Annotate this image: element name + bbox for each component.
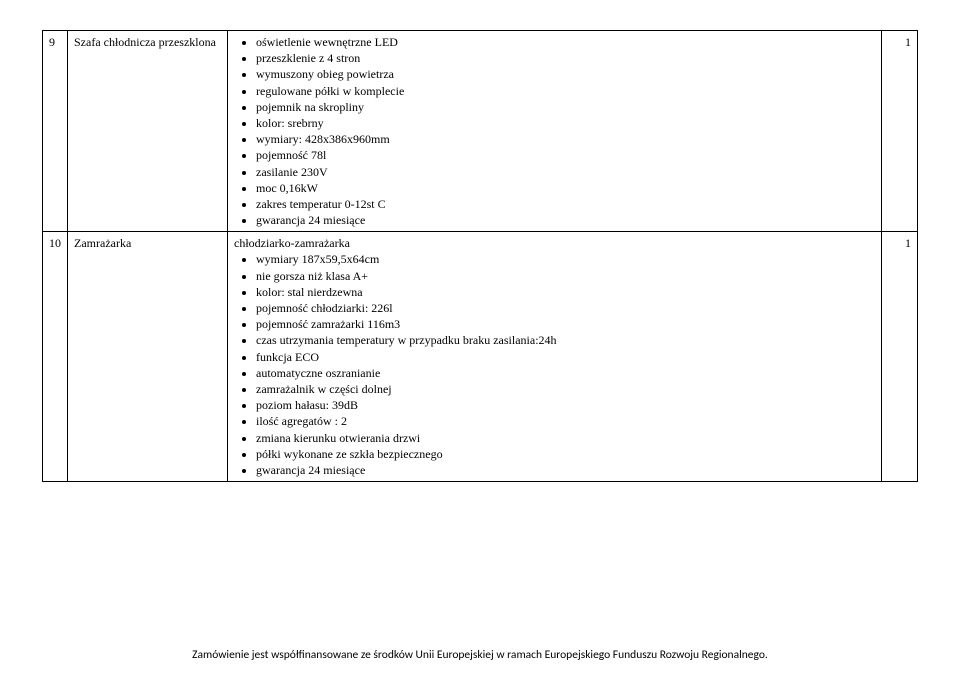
list-item: wymiary 187x59,5x64cm — [256, 251, 875, 267]
table-row: 9 Szafa chłodnicza przeszklona oświetlen… — [43, 31, 918, 232]
list-item: gwarancja 24 miesiące — [256, 212, 875, 228]
cell-qty: 1 — [882, 31, 918, 232]
page-content: 9 Szafa chłodnicza przeszklona oświetlen… — [0, 0, 960, 482]
list-item: pojemność zamrażarki 116m3 — [256, 316, 875, 332]
list-item: funkcja ECO — [256, 349, 875, 365]
list-item: kolor: stal nierdzewna — [256, 284, 875, 300]
cell-no: 10 — [43, 232, 68, 482]
list-item: wymuszony obieg powietrza — [256, 66, 875, 82]
list-item: kolor: srebrny — [256, 115, 875, 131]
list-item: pojemność 78l — [256, 147, 875, 163]
cell-name: Zamrażarka — [68, 232, 228, 482]
list-item: wymiary: 428x386x960mm — [256, 131, 875, 147]
bullet-list: wymiary 187x59,5x64cm nie gorsza niż kla… — [234, 251, 875, 478]
desc-lead: chłodziarko-zamrażarka — [234, 236, 350, 250]
table-row: 10 Zamrażarka chłodziarko-zamrażarka wym… — [43, 232, 918, 482]
list-item: przeszklenie z 4 stron — [256, 50, 875, 66]
list-item: regulowane półki w komplecie — [256, 83, 875, 99]
list-item: oświetlenie wewnętrzne LED — [256, 34, 875, 50]
cell-desc: chłodziarko-zamrażarka wymiary 187x59,5x… — [228, 232, 882, 482]
list-item: pojemnik na skropliny — [256, 99, 875, 115]
page-footer: Zamówienie jest współfinansowane ze środ… — [0, 648, 960, 662]
list-item: poziom hałasu: 39dB — [256, 397, 875, 413]
list-item: automatyczne oszranianie — [256, 365, 875, 381]
spec-table: 9 Szafa chłodnicza przeszklona oświetlen… — [42, 30, 918, 482]
list-item: ilość agregatów : 2 — [256, 413, 875, 429]
bullet-list: oświetlenie wewnętrzne LED przeszklenie … — [234, 34, 875, 228]
list-item: czas utrzymania temperatury w przypadku … — [256, 332, 875, 348]
list-item: moc 0,16kW — [256, 180, 875, 196]
list-item: gwarancja 24 miesiące — [256, 462, 875, 478]
cell-qty: 1 — [882, 232, 918, 482]
list-item: zakres temperatur 0-12st C — [256, 196, 875, 212]
list-item: zasilanie 230V — [256, 164, 875, 180]
cell-name: Szafa chłodnicza przeszklona — [68, 31, 228, 232]
list-item: nie gorsza niż klasa A+ — [256, 268, 875, 284]
list-item: półki wykonane ze szkła bezpiecznego — [256, 446, 875, 462]
list-item: zamrażalnik w części dolnej — [256, 381, 875, 397]
list-item: pojemność chłodziarki: 226l — [256, 300, 875, 316]
list-item: zmiana kierunku otwierania drzwi — [256, 430, 875, 446]
cell-no: 9 — [43, 31, 68, 232]
cell-desc: oświetlenie wewnętrzne LED przeszklenie … — [228, 31, 882, 232]
